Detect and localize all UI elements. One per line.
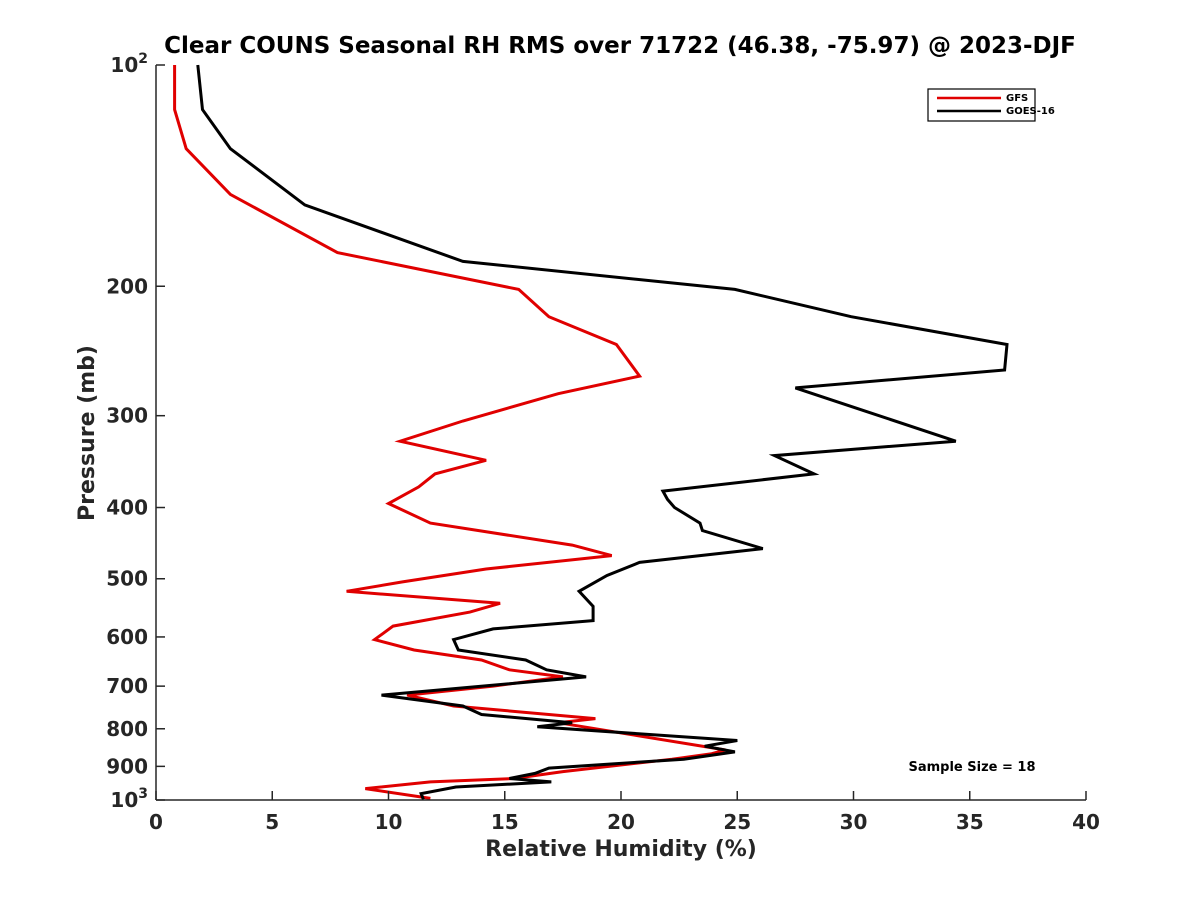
y-axis-ticks: 102 200 300 400 500 600 700 800 900 103 [106,51,165,812]
plot-background [156,65,1086,800]
legend-label-gfs: GFS [1006,93,1028,104]
y-tick-label: 300 [106,404,148,428]
plot-area [155,64,1086,801]
legend-label-goes16: GOES-16 [1006,106,1055,117]
y-tick-label: 700 [106,674,148,698]
series-line-goes16 [196,64,1009,800]
y-tick-label: 102 [110,51,148,77]
chart-title: Clear COUNS Seasonal RH RMS over 71722 (… [164,33,1076,59]
legend: GFS GOES-16 [927,88,1055,122]
x-tick-label: 15 [491,810,519,834]
y-tick-label: 900 [106,754,148,778]
y-tick-label: 400 [106,496,148,520]
x-tick-label: 20 [607,810,635,834]
y-tick-label: 600 [106,625,148,649]
sample-size-annotation: Sample Size = 18 [908,760,1035,775]
x-axis-label: Relative Humidity (%) [485,837,757,862]
y-tick-label: 800 [106,717,148,741]
x-tick-label: 0 [149,810,163,834]
x-tick-label: 25 [723,810,751,834]
y-tick-label: 103 [110,786,148,812]
y-tick-label: 200 [106,274,148,298]
x-tick-label: 10 [375,810,403,834]
y-axis-label: Pressure (mb) [75,345,100,521]
y-tick-label: 500 [106,567,148,591]
x-tick-label: 40 [1072,810,1100,834]
x-tick-label: 30 [840,810,868,834]
x-tick-label: 35 [956,810,984,834]
series-layer [173,64,1009,800]
x-tick-label: 5 [265,810,279,834]
x-axis-ticks: 0 5 10 15 20 25 30 35 40 [149,791,1100,834]
legend-box [927,88,1036,122]
